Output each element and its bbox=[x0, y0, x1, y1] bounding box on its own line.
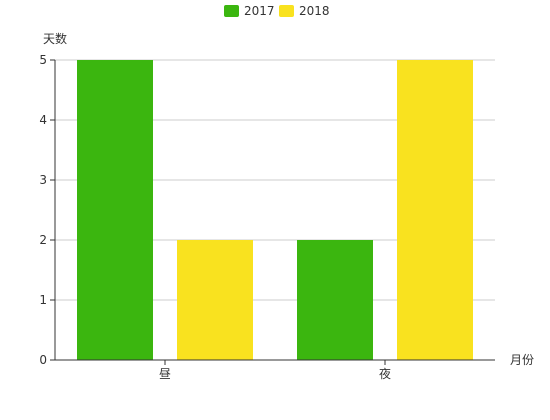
bars bbox=[77, 60, 473, 360]
x-axis-title: 月份 bbox=[510, 353, 534, 367]
x-tick-label: 昼 bbox=[159, 367, 171, 381]
bar-2017-1[interactable] bbox=[297, 240, 373, 360]
y-tick-label: 2 bbox=[39, 233, 47, 247]
axes: 0 1 2 3 4 5 昼 夜 bbox=[39, 53, 495, 381]
legend-label-2018[interactable]: 2018 bbox=[299, 4, 330, 18]
x-tick-label: 夜 bbox=[379, 366, 391, 381]
bar-2017-0[interactable] bbox=[77, 60, 153, 360]
bar-2018-0[interactable] bbox=[177, 240, 253, 360]
y-tick-label: 3 bbox=[39, 173, 47, 187]
y-tick-label: 1 bbox=[39, 293, 47, 307]
legend-swatch-2018[interactable] bbox=[279, 5, 294, 17]
y-axis-title: 天数 bbox=[43, 31, 67, 46]
y-tick-label: 0 bbox=[39, 353, 47, 367]
y-tick-label: 4 bbox=[39, 113, 47, 127]
legend[interactable]: 2017 2018 bbox=[224, 4, 330, 18]
legend-label-2017[interactable]: 2017 bbox=[244, 4, 275, 18]
bar-2018-1[interactable] bbox=[397, 60, 473, 360]
y-tick-label: 5 bbox=[39, 53, 47, 67]
legend-swatch-2017[interactable] bbox=[224, 5, 239, 17]
